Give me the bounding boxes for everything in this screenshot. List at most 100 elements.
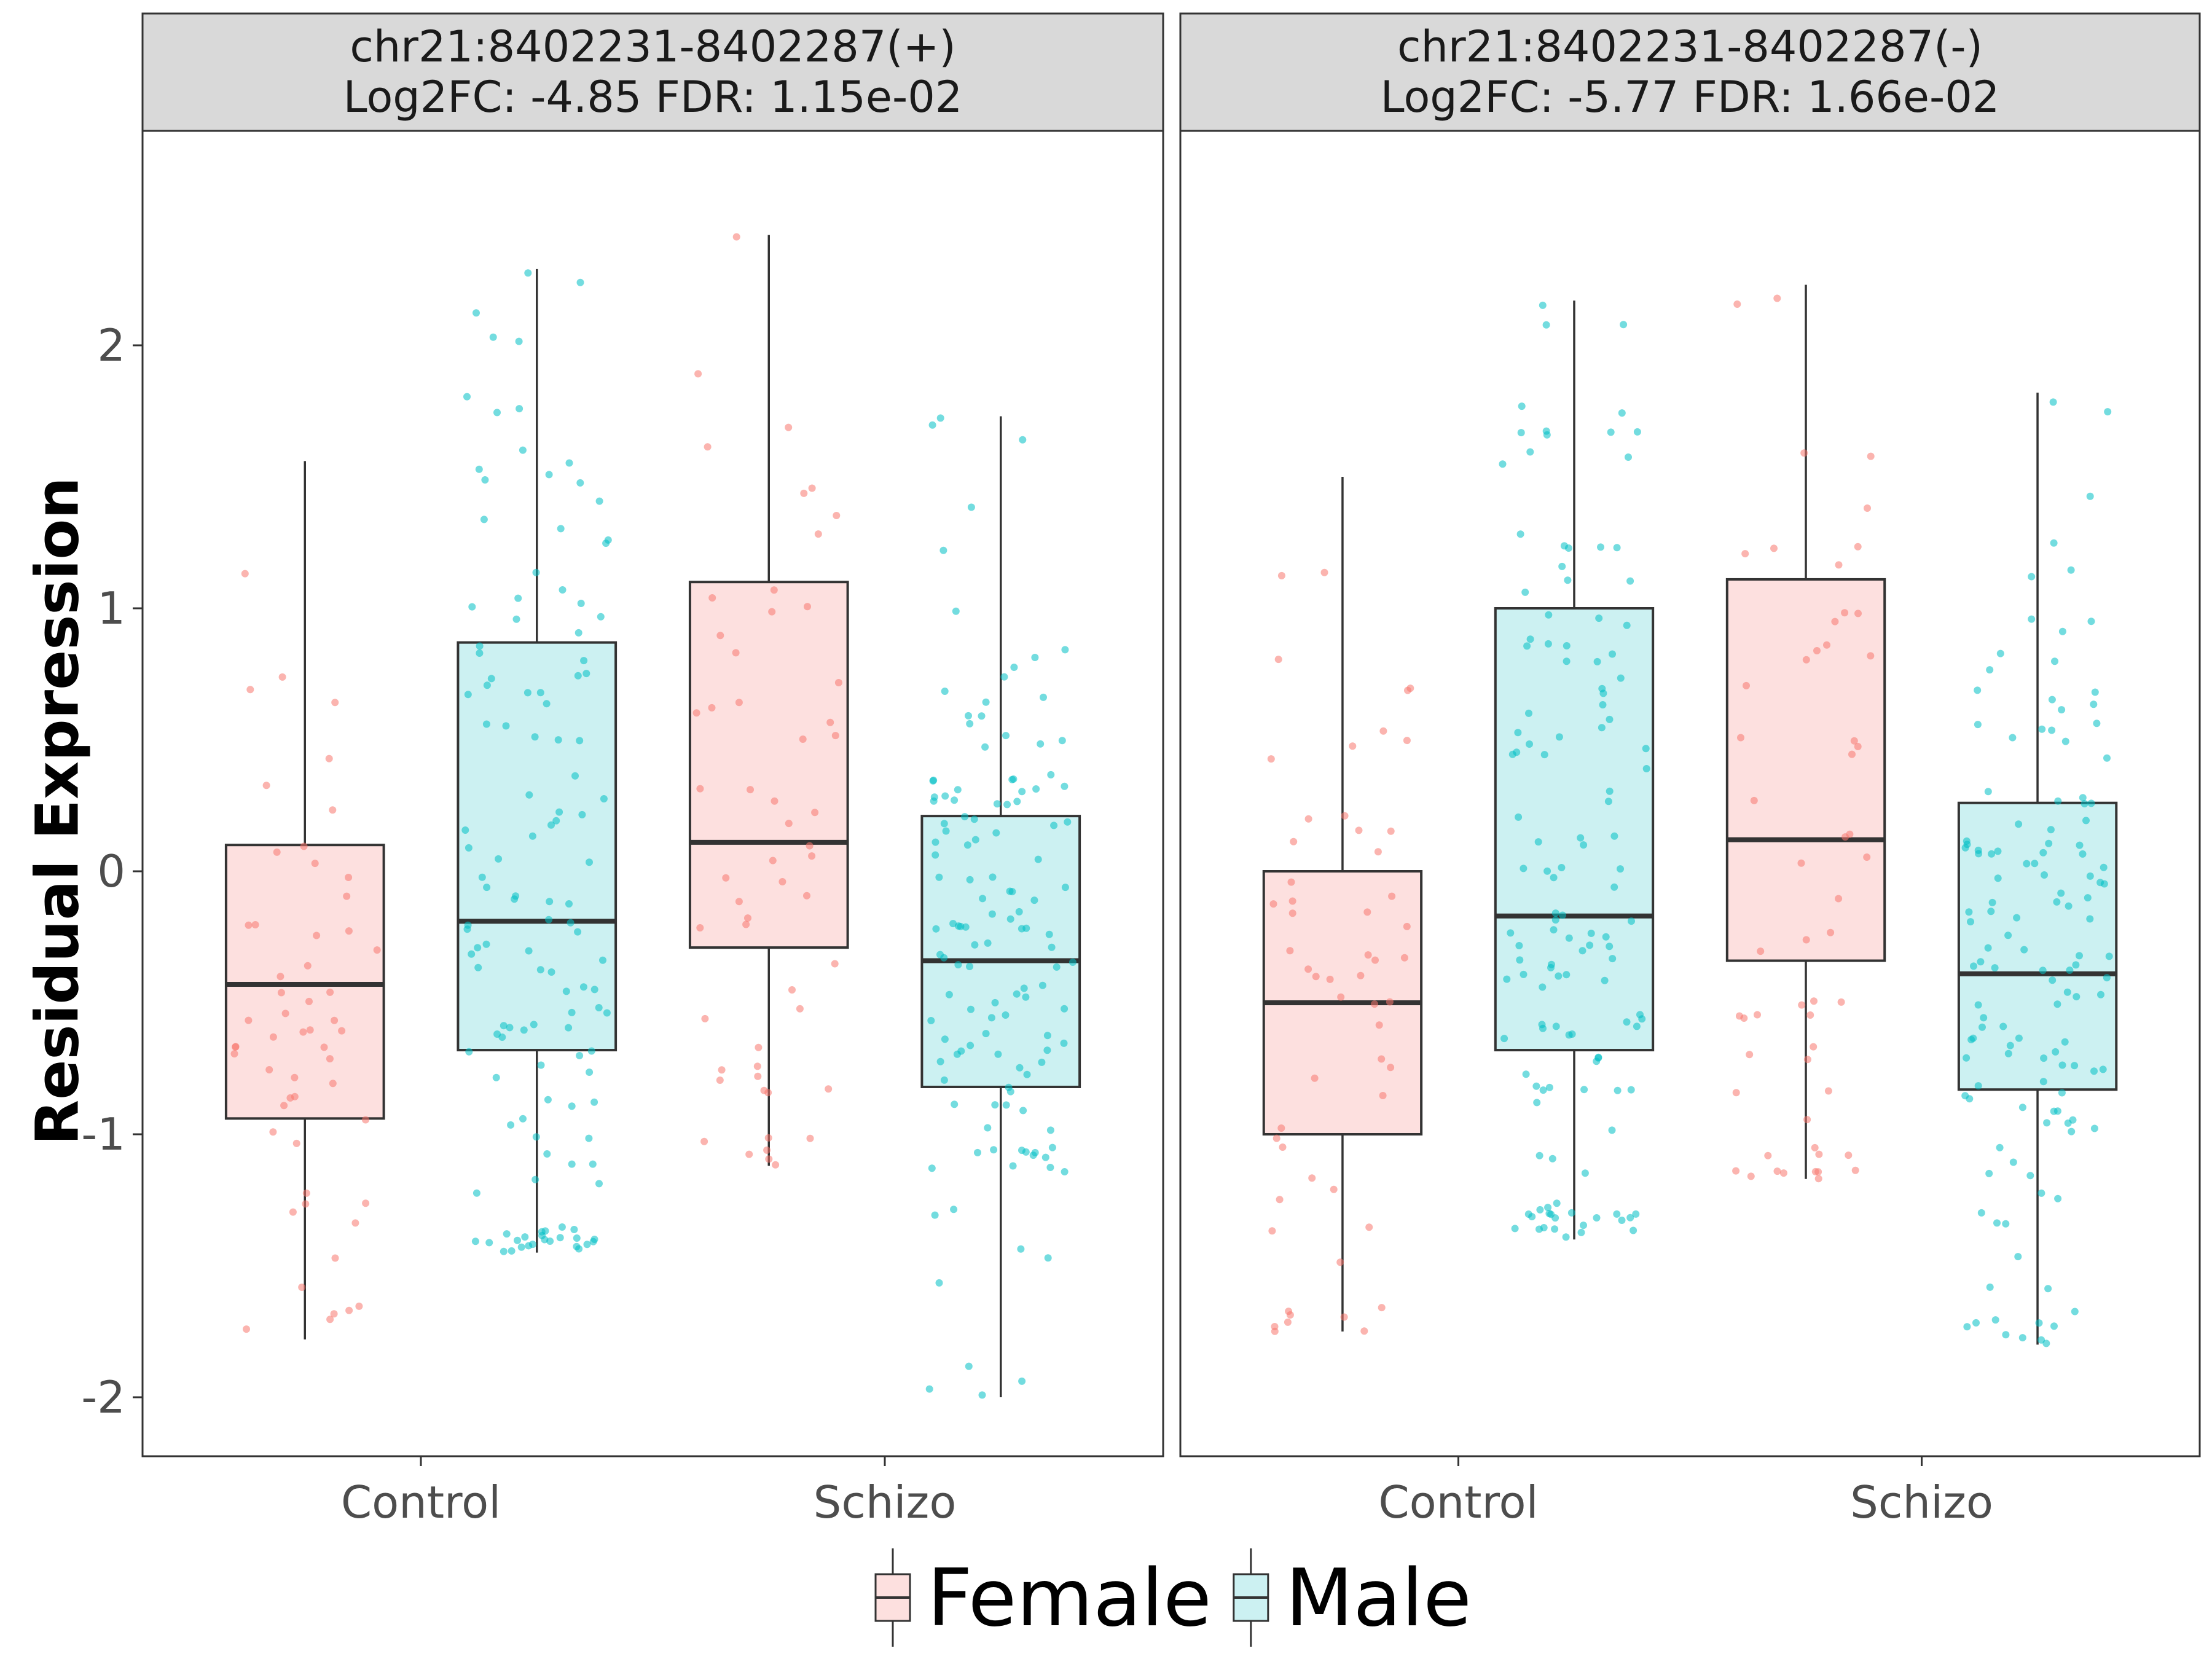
data-point xyxy=(483,884,491,892)
data-point xyxy=(1974,721,1982,729)
data-point xyxy=(2058,627,2066,635)
data-point xyxy=(1764,1151,1772,1159)
data-point xyxy=(299,1028,307,1036)
data-point xyxy=(772,1161,780,1169)
data-point xyxy=(585,1134,593,1142)
data-point xyxy=(326,1316,334,1324)
data-point xyxy=(2058,1061,2066,1069)
data-point xyxy=(311,860,319,868)
data-point xyxy=(343,892,351,900)
data-point xyxy=(1597,543,1604,551)
data-point xyxy=(1814,1168,1822,1176)
data-point xyxy=(1534,838,1542,846)
box-iqr xyxy=(1957,801,2118,1091)
data-point xyxy=(578,810,586,818)
data-point xyxy=(1286,947,1294,955)
data-point xyxy=(1551,916,1559,924)
data-point xyxy=(556,1234,564,1242)
data-point xyxy=(2104,408,2112,416)
data-point xyxy=(532,1133,540,1141)
data-point xyxy=(1515,813,1523,821)
data-point xyxy=(957,922,965,930)
data-point xyxy=(2081,800,2088,807)
data-point xyxy=(262,782,270,790)
y-tick-label: -1 xyxy=(81,1108,125,1160)
data-point xyxy=(982,1030,990,1038)
data-point xyxy=(1803,1056,1811,1064)
data-point xyxy=(1977,958,1985,966)
data-point xyxy=(1387,1064,1395,1072)
data-point xyxy=(1586,941,1594,949)
data-point xyxy=(1378,1055,1386,1063)
data-point xyxy=(468,950,476,958)
panel-border xyxy=(141,130,1164,1457)
data-point xyxy=(1273,1134,1281,1142)
data-point xyxy=(246,686,254,694)
data-point xyxy=(465,844,473,852)
data-point xyxy=(474,944,482,952)
data-point xyxy=(1963,1054,1971,1062)
data-point xyxy=(2087,799,2095,807)
data-point xyxy=(2035,1319,2043,1327)
data-point xyxy=(1340,1313,1348,1321)
data-point xyxy=(1355,826,1363,834)
data-point xyxy=(788,986,796,994)
data-point xyxy=(531,1175,539,1183)
data-point xyxy=(1732,1167,1740,1175)
data-point xyxy=(506,1024,514,1032)
data-point xyxy=(1633,428,1641,436)
data-point xyxy=(692,709,700,717)
data-point xyxy=(1617,865,1624,873)
data-point xyxy=(932,925,940,933)
data-point xyxy=(1507,929,1515,937)
data-point xyxy=(465,1048,473,1056)
data-point xyxy=(280,1102,288,1110)
data-point xyxy=(2076,841,2084,849)
data-point xyxy=(500,1247,508,1255)
data-point xyxy=(1032,785,1040,793)
data-point xyxy=(1984,788,1992,796)
data-point xyxy=(1288,909,1296,917)
data-point xyxy=(330,1310,338,1318)
data-point xyxy=(599,956,606,964)
data-point xyxy=(502,722,510,730)
data-point xyxy=(2043,1119,2051,1127)
data-point xyxy=(2031,860,2039,868)
data-point xyxy=(735,898,743,906)
data-point xyxy=(803,892,810,900)
data-point xyxy=(1386,998,1394,1006)
strip-label-line-1: chr21:8402231-8402287(-) xyxy=(1397,22,1983,72)
data-point xyxy=(1552,1022,1560,1030)
data-point xyxy=(799,735,807,743)
data-point xyxy=(331,1016,339,1024)
data-point xyxy=(2053,1107,2061,1115)
data-point xyxy=(1630,1226,1637,1234)
data-point xyxy=(1773,1167,1781,1175)
data-point xyxy=(304,962,312,970)
y-tick-label: 0 xyxy=(97,845,125,897)
data-point xyxy=(2096,879,2104,887)
data-point xyxy=(600,795,608,802)
data-point xyxy=(514,1236,521,1244)
data-point xyxy=(1002,1101,1010,1109)
data-point xyxy=(1602,933,1610,941)
data-point xyxy=(2014,1253,2022,1261)
data-point xyxy=(574,928,582,936)
data-point xyxy=(525,1242,533,1250)
data-point xyxy=(814,530,822,538)
data-point xyxy=(1268,1227,1276,1235)
data-point xyxy=(742,920,750,928)
data-point xyxy=(696,924,704,931)
data-point xyxy=(2090,1124,2098,1132)
data-point xyxy=(1558,562,1566,570)
data-point xyxy=(1750,796,1758,804)
data-point xyxy=(2103,974,2111,982)
data-point xyxy=(1045,930,1053,938)
data-point xyxy=(2009,1158,2017,1166)
data-point xyxy=(935,873,943,881)
data-point xyxy=(732,233,740,241)
data-point xyxy=(331,1254,339,1262)
data-point xyxy=(1061,884,1069,892)
data-point xyxy=(1555,733,1563,741)
data-point xyxy=(1970,962,1977,970)
